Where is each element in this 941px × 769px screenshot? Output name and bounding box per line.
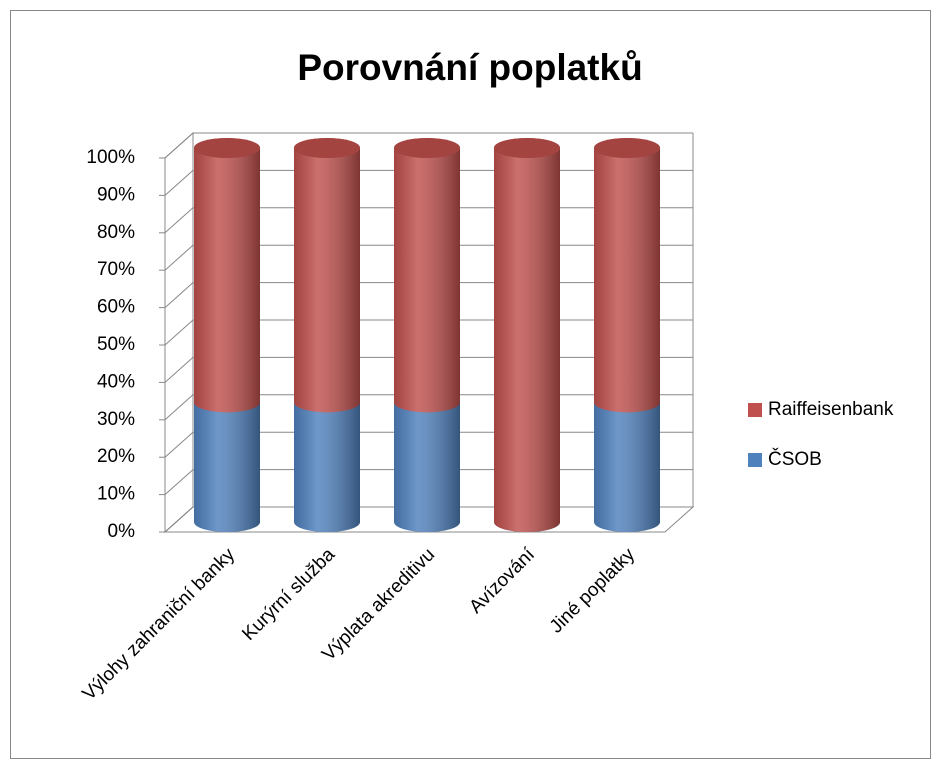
grid-line <box>164 132 693 159</box>
y-tick-label: 90% <box>97 184 135 205</box>
bar-shade <box>394 392 460 532</box>
y-tick-label: 10% <box>97 484 135 505</box>
y-tick-label: 30% <box>97 409 135 430</box>
chart-border <box>10 10 931 759</box>
bar-shade <box>294 392 360 532</box>
legend-swatch <box>748 453 762 467</box>
chart-title: Porovnání poplatků <box>297 47 642 88</box>
cylinder-top-shade <box>494 138 560 158</box>
cylinder-top <box>594 138 660 158</box>
legend-swatch <box>748 403 762 417</box>
y-tick-label: 0% <box>108 521 136 542</box>
y-tick-label: 80% <box>97 222 135 243</box>
cylinder-top <box>194 138 260 158</box>
y-tick-label: 50% <box>97 334 135 355</box>
cylinder-top <box>394 138 460 158</box>
y-tick-label: 100% <box>86 147 135 168</box>
bar-shade <box>594 392 660 532</box>
cylinder-top-shade <box>294 138 360 158</box>
y-tick-label: 70% <box>97 259 135 280</box>
cylinder-top-shade <box>194 138 260 158</box>
cylinder-top <box>494 138 560 158</box>
legend-label: ČSOB <box>768 448 822 470</box>
bar-shade <box>294 138 360 413</box>
cylinder-top-shade <box>394 138 460 158</box>
bar-shade <box>494 138 560 532</box>
bar-shade <box>194 138 260 413</box>
y-tick-label: 60% <box>97 297 135 318</box>
bar-shade <box>594 138 660 413</box>
cylinder-top-shade <box>594 138 660 158</box>
bar-shade <box>394 138 460 413</box>
y-tick-label: 40% <box>97 371 135 392</box>
cylinder-top <box>294 138 360 158</box>
legend-label: Raiffeisenbank <box>768 399 894 420</box>
y-tick-label: 20% <box>97 446 135 467</box>
bar-shade <box>194 392 260 532</box>
